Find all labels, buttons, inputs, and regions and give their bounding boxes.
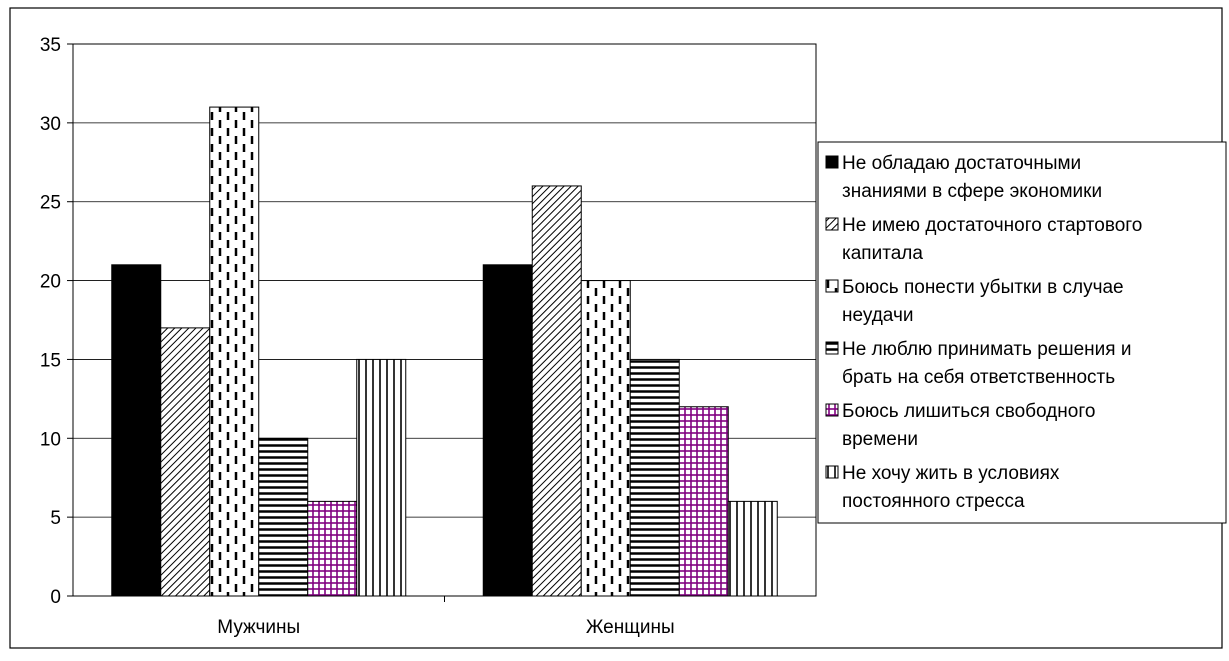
legend-box	[817, 141, 1227, 524]
bar-2-2	[531, 185, 582, 597]
legend-label: неудачи	[842, 305, 913, 326]
bar-2-3	[580, 280, 631, 597]
bar-2-6	[727, 500, 778, 597]
legend-label: знаниями в сфере экономики	[842, 181, 1102, 202]
bar-1-6	[356, 358, 407, 597]
bar-1-5	[307, 500, 358, 597]
bar-2-4	[629, 358, 680, 597]
legend-label: брать на себя ответственность	[842, 367, 1115, 388]
bar-2-1	[482, 264, 533, 597]
bar-2-5	[678, 406, 729, 597]
legend-label: Не обладаю достаточными	[842, 153, 1081, 174]
legend-label: Не хочу жить в условиях	[842, 463, 1060, 484]
bar-1-4	[258, 437, 309, 597]
x-axis-labels: Мужчины Женщины	[217, 617, 674, 638]
legend-swatch	[825, 217, 839, 231]
y-tick-label: 20	[40, 272, 61, 293]
legend-label: постоянного стресса	[842, 491, 1025, 512]
legend-swatch	[825, 155, 839, 169]
legend-swatch	[825, 403, 839, 417]
y-tick-label: 5	[50, 508, 61, 529]
y-tick-label: 35	[40, 35, 61, 56]
legend-label: Боюсь понести убытки в случае	[842, 277, 1124, 298]
bar-1-1	[111, 264, 162, 597]
category-label: Мужчины	[217, 617, 300, 638]
legend-swatch	[825, 341, 839, 355]
legend-label: Боюсь лишиться свободного	[842, 401, 1095, 422]
legend-swatch	[825, 465, 839, 479]
bar-1-3	[209, 106, 260, 597]
legend-label: времени	[842, 429, 918, 450]
y-tick-label: 15	[40, 350, 61, 371]
bars	[111, 106, 778, 597]
legend: Не обладаю достаточными знаниями в сфере …	[825, 153, 1142, 512]
category-label: Женщины	[586, 617, 675, 638]
legend-label: капитала	[842, 243, 923, 264]
legend-swatch	[825, 279, 839, 293]
y-tick-label: 25	[40, 193, 61, 214]
legend-label: Не люблю принимать решения и	[842, 339, 1131, 360]
bar-1-2	[160, 327, 211, 597]
y-tick-label: 30	[40, 114, 61, 135]
legend-label: Не имею достаточного стартового	[842, 215, 1142, 236]
y-tick-label: 10	[40, 429, 61, 450]
y-tick-label: 0	[50, 587, 61, 608]
